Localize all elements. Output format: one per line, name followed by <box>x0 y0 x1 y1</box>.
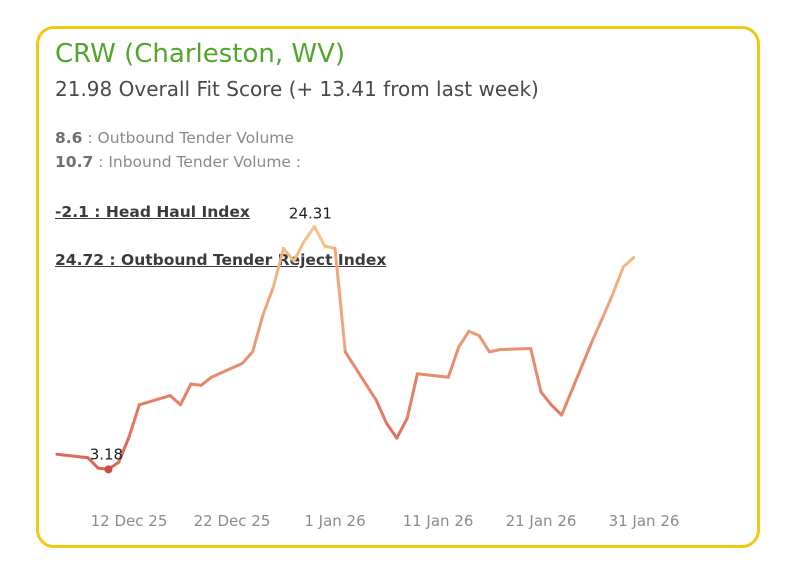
series-line-segment <box>292 240 306 263</box>
outbound-tender-reject-index-link[interactable]: 24.72 : Outbound Tender Reject Index <box>55 251 387 269</box>
series-line-segment <box>591 315 605 342</box>
series-line-segment <box>601 291 615 319</box>
head-haul-index-link[interactable]: -2.1 : Head Haul Index <box>55 203 250 221</box>
series-line-segment <box>168 394 182 407</box>
series-line-segment <box>477 334 491 354</box>
series-line-segment <box>405 372 419 421</box>
x-tick-label: 31 Jan 26 <box>609 512 680 530</box>
series-line-segment <box>127 403 141 439</box>
overall-fit-score: 21.98 Overall Fit Score (+ 13.41 from la… <box>55 77 539 101</box>
series-line-segment <box>312 225 327 248</box>
series-line-segment <box>343 350 378 402</box>
series-line-segment <box>189 382 203 387</box>
outbound-tender-volume-label: : Outbound Tender Volume <box>82 129 294 147</box>
series-line-segment <box>240 350 255 365</box>
series-line-segment <box>385 421 399 440</box>
max-data-label: 24.31 <box>289 204 332 222</box>
inbound-tender-volume-value: 10.7 <box>55 153 94 171</box>
series-line-segment <box>137 394 172 407</box>
series-line-segment <box>323 244 337 250</box>
inbound-tender-volume-label: : Inbound Tender Volume : <box>93 153 302 171</box>
series-line-segment <box>261 286 275 317</box>
series-line-segment <box>539 390 553 407</box>
series-line-segment <box>199 375 213 387</box>
series-line-segment <box>488 348 502 354</box>
series-line-segment <box>117 435 131 464</box>
fit-score-card: CRW (Charleston, WV) 21.98 Overall Fit S… <box>36 26 760 548</box>
series-line-segment <box>209 371 224 379</box>
series-line-segment <box>467 329 481 338</box>
series-line-segment <box>251 313 265 354</box>
series-line-segment <box>374 398 388 425</box>
series-line-segment <box>611 265 625 295</box>
series-line-segment <box>446 345 461 379</box>
series-line-segment <box>498 347 533 352</box>
series-line-segment <box>621 256 636 269</box>
page-title: CRW (Charleston, WV) <box>55 39 346 69</box>
series-line-segment <box>529 347 543 394</box>
series-line-segment <box>457 329 471 349</box>
series-line-segment <box>333 246 347 354</box>
series-line-segment <box>415 372 450 379</box>
x-tick-label: 12 Dec 25 <box>91 512 168 530</box>
min-point-marker <box>104 465 113 474</box>
series-line-segment <box>282 246 296 263</box>
series-line-segment <box>179 382 193 407</box>
series-line-segment <box>220 361 244 375</box>
series-line-segment <box>560 338 594 417</box>
inbound-tender-volume: 10.7 : Inbound Tender Volume : <box>55 153 301 171</box>
series-line-segment <box>271 246 285 289</box>
series-line-segment <box>55 452 90 460</box>
series-line-segment <box>302 225 316 243</box>
x-tick-label: 22 Dec 25 <box>194 512 271 530</box>
outbound-tender-volume: 8.6 : Outbound Tender Volume <box>55 129 294 147</box>
min-data-label: 3.18 <box>90 445 123 463</box>
tender-reject-line-chart: 12 Dec 25 22 Dec 25 1 Jan 26 11 Jan 26 21 Ja… <box>55 204 680 530</box>
x-tick-label: 21 Jan 26 <box>506 512 577 530</box>
series-line-segment <box>549 403 564 417</box>
x-tick-label: 1 Jan 26 <box>304 512 365 530</box>
outbound-tender-volume-value: 8.6 <box>55 129 83 147</box>
x-tick-label: 11 Jan 26 <box>403 512 474 530</box>
series-line-segment <box>395 417 409 440</box>
series-line-segment <box>86 456 100 470</box>
